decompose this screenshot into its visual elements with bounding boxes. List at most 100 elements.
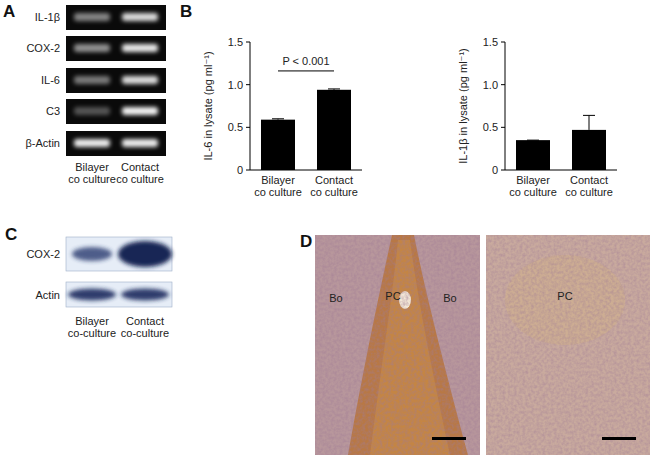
y-axis <box>505 42 506 170</box>
lane-label-line: Contact <box>126 315 164 327</box>
bar <box>317 90 351 170</box>
x-tick-label-line: Contact <box>315 174 353 186</box>
lane-label-line: co culture <box>68 173 116 185</box>
error-cap <box>527 140 539 141</box>
gel-row <box>66 68 166 93</box>
blot-band <box>68 289 116 301</box>
lane-label-line: co-culture <box>68 327 116 339</box>
gel-band <box>122 13 158 21</box>
bar <box>572 130 606 170</box>
lane-label-line: Bilayer <box>75 161 109 173</box>
bars <box>516 115 606 170</box>
scale-bar <box>432 437 466 440</box>
gene-label: COX-2 <box>26 42 60 54</box>
x-tick-label: Bilayerco culture <box>509 174 557 198</box>
error-bar <box>272 118 284 120</box>
gel-band <box>122 76 158 84</box>
error-bar <box>328 88 340 90</box>
bar-chart: 0 0.5 1.0 1.5 IL-1β in lysate (pg ml⁻¹) Bilay… <box>457 36 617 198</box>
bar <box>261 120 295 170</box>
protein-label: Actin <box>36 289 60 301</box>
x-tick-label-line: Bilayer <box>261 174 295 186</box>
gel-band <box>122 107 158 115</box>
panel-label: A <box>3 2 15 21</box>
tissue-texture <box>486 235 650 455</box>
x-tick-label-line: co culture <box>565 186 613 198</box>
gene-label: C3 <box>46 105 60 117</box>
y-tick <box>246 127 250 128</box>
x-tick-label-line: Bilayer <box>516 174 550 186</box>
gel-band <box>74 107 110 115</box>
gel-row <box>66 99 166 124</box>
lane-label-line: co-culture <box>121 327 169 339</box>
gel-band <box>122 44 158 52</box>
x-tick-label-line: Contact <box>570 174 608 186</box>
lane-label: Contactco culture <box>116 161 164 185</box>
y-tick-label: 1.5 <box>483 36 498 48</box>
blot-band <box>121 289 169 301</box>
error-stem <box>589 115 590 130</box>
y-tick <box>501 84 505 85</box>
gene-label: β-Actin <box>26 137 60 149</box>
y-axis-label: IL-1β in lysate (pg ml⁻¹) <box>457 48 469 163</box>
bar-chart: 00.51.01.5IL-6 in lysate (pg ml⁻¹)Bilaye… <box>202 36 362 198</box>
y-tick-label: 1.5 <box>228 36 243 48</box>
bars <box>261 89 351 170</box>
y-tick-label: 1.0 <box>483 79 498 91</box>
lane-label-line: Bilayer <box>75 315 109 327</box>
lane-label: Bilayerco culture <box>68 161 116 185</box>
bar <box>516 140 550 170</box>
gene-label: IL-1β <box>35 11 60 23</box>
x-tick-label: Contactco culture <box>565 174 613 198</box>
panel-label: D <box>300 232 312 251</box>
lane-label: Bilayerco-culture <box>68 315 116 339</box>
blot-strip <box>66 237 172 271</box>
gel-band <box>122 139 158 147</box>
y-axis <box>250 42 251 170</box>
gel-row <box>66 131 166 156</box>
gel-band <box>74 13 110 21</box>
tissue-label: Bo <box>443 292 456 304</box>
x-tick-label-line: co culture <box>509 186 557 198</box>
y-tick <box>246 170 250 171</box>
y-tick-label: 0 <box>237 164 243 176</box>
y-tick-label: 0.5 <box>483 121 498 133</box>
annotation: P < 0.001 <box>282 55 329 67</box>
lane-label-line: Contact <box>121 161 159 173</box>
y-tick-label: 0 <box>492 164 498 176</box>
protein-label: COX-2 <box>26 248 60 260</box>
y-tick <box>246 84 250 85</box>
error-bar <box>583 115 595 130</box>
error-bar <box>527 140 539 141</box>
y-tick-label: 0.5 <box>228 121 243 133</box>
gel-row <box>66 5 166 30</box>
blot-band <box>118 241 172 267</box>
figure-root: AIL-1βCOX-2IL-6C3β-ActinBilayerco cultur… <box>0 0 650 455</box>
y-tick <box>501 42 505 43</box>
blot-strip <box>66 282 172 307</box>
error-cap <box>583 115 595 116</box>
tissue-texture <box>315 235 480 455</box>
gel-band <box>74 44 110 52</box>
figure: AIL-1βCOX-2IL-6C3β-ActinBilayerco cultur… <box>0 0 650 455</box>
gene-label: IL-6 <box>41 74 60 86</box>
y-tick <box>501 170 505 171</box>
tissue-left <box>315 235 480 455</box>
error-cap <box>272 118 284 119</box>
scale-bar <box>602 437 636 440</box>
y-tick-label: 1.0 <box>228 79 243 91</box>
lane-label-line: co culture <box>116 173 164 185</box>
tissue-label: PC <box>385 290 400 302</box>
significance-bracket <box>278 70 334 71</box>
x-tick-label-line: co culture <box>254 186 302 198</box>
panel-label: B <box>180 2 192 21</box>
x-tick-label: Contactco culture <box>310 174 358 198</box>
gel-band <box>74 76 110 84</box>
tissue-label: Bo <box>329 292 342 304</box>
gel-band <box>74 139 110 147</box>
y-tick <box>501 127 505 128</box>
tissue-right <box>486 235 650 455</box>
error-cap <box>328 88 340 89</box>
blot-band <box>72 247 112 261</box>
panel-label: C <box>5 225 17 244</box>
